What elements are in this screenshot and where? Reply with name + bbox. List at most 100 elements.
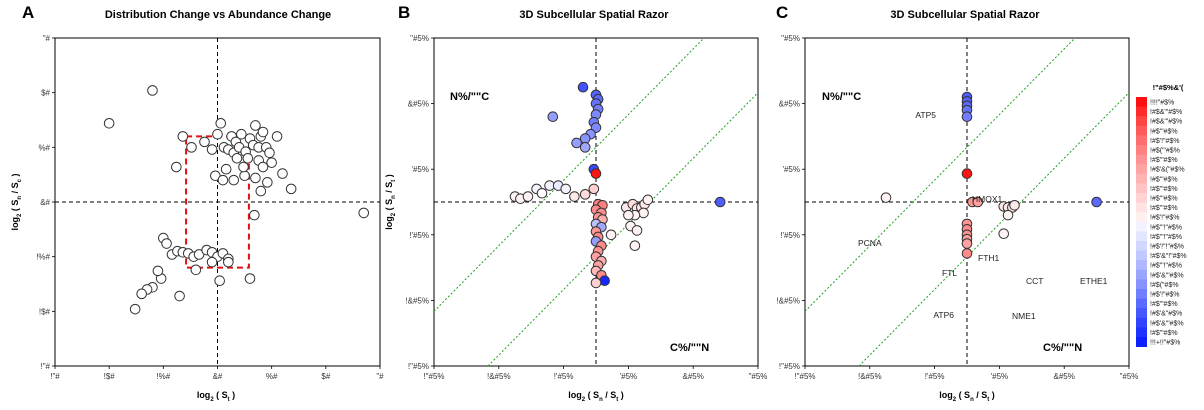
colorbar-label: !#$("#$%	[1150, 282, 1179, 289]
panel-b-point	[631, 225, 643, 236]
panel-a-point	[103, 117, 115, 129]
colorbar-label: !#$'"!"#$%	[1150, 234, 1182, 241]
panel-a-point	[217, 174, 229, 186]
panel-a-title: Distribution Change vs Abundance Change	[105, 9, 331, 21]
panel-b-xtick: '#5%	[620, 372, 638, 381]
panel-c-point	[1091, 196, 1102, 208]
colorbar-label: !#$'&("#$%	[1150, 167, 1185, 174]
panel-c-corner-topleft: N%/""C	[822, 91, 861, 103]
colorbar-swatch	[1136, 241, 1147, 251]
annotation-atp5: ATP5	[915, 110, 936, 120]
panel-b-ytick: !'#5%	[409, 231, 429, 240]
panel-a-point	[171, 161, 182, 173]
colorbar-swatch	[1136, 145, 1147, 155]
colorbar-label: !#$'"!"#$%	[1150, 263, 1182, 270]
panel-a-ylabel: log2 ( Sn / Sc )	[10, 174, 23, 231]
panel-a-point	[228, 174, 240, 186]
panel-a-point	[177, 131, 189, 142]
panel-b-ytick: !"#5%	[408, 362, 429, 371]
panel-a-point	[220, 163, 232, 175]
colorbar-label: !#$'&'"#$%	[1150, 272, 1184, 279]
panel-b-point	[536, 187, 548, 199]
panel-b-xtick: &#5%	[683, 372, 704, 381]
panel-a-point	[255, 185, 267, 197]
panel-b-xtick: !"#5%	[423, 372, 444, 381]
panel-a-point	[214, 275, 225, 287]
colorbar-swatch	[1136, 260, 1147, 271]
annotation-ftl: FTL	[942, 268, 957, 278]
panel-b-label: B	[398, 3, 410, 22]
panel-b-corner-topleft: N%/""C	[450, 91, 489, 103]
panel-c: C 3D Subcellular Spatial Razor !"#5% !&#5…	[776, 3, 1138, 403]
colorbar-label: !#$'!"#$%	[1150, 215, 1180, 222]
colorbar-swatch	[1136, 298, 1147, 309]
panel-c-title: 3D Subcellular Spatial Razor	[890, 9, 1040, 21]
annotation-pcna: PCNA	[858, 238, 882, 248]
colorbar-label: !!!!"#$%	[1150, 100, 1174, 107]
panel-b-point	[579, 142, 591, 153]
panel-a-point	[147, 85, 158, 96]
panel-a-point	[358, 207, 370, 219]
colorbar-label: !#$'&"!"#$%	[1150, 253, 1187, 260]
panel-b-point	[605, 229, 617, 241]
panel-a: A Distribution Change vs Abundance Chang…	[10, 3, 384, 403]
annotation-fth1: FTH1	[978, 253, 1000, 263]
panel-a-point	[249, 209, 260, 221]
panel-a-ytick: !"#	[40, 362, 50, 371]
panel-c-xtick: !"#5%	[794, 372, 815, 381]
colorbar-label: !#$'!"#$%	[1150, 138, 1180, 145]
panel-b-ytick: "#5%	[410, 34, 429, 43]
colorbar-swatch	[1136, 337, 1147, 347]
panel-a-point	[206, 256, 218, 268]
panel-a-point	[257, 161, 269, 173]
panel-b-xlabel: log2 ( Sn / St )	[568, 390, 624, 403]
colorbar-swatch	[1136, 212, 1147, 223]
panel-b-point	[579, 133, 591, 144]
annotation-nme1: NME1	[1012, 311, 1036, 321]
panel-c-xlabel: log2 ( Sn / St )	[939, 390, 995, 403]
panel-b-point	[569, 191, 580, 202]
panel-c-point	[1009, 199, 1020, 211]
panel-a-label: A	[22, 3, 34, 22]
colorbar-label: !#$'&"#$%	[1150, 311, 1182, 318]
colorbar-swatch	[1136, 221, 1147, 232]
annotation-cct: CCT	[1026, 276, 1043, 286]
colorbar-label: !#$('"#$%	[1150, 148, 1180, 155]
panel-b-point	[638, 207, 649, 219]
panel-a-point	[215, 117, 227, 129]
colorbar-label: !#$'"#$%	[1150, 176, 1178, 183]
panel-a-xtick: !$#	[104, 372, 116, 381]
panel-c-point	[972, 196, 984, 208]
panel-b-point	[560, 183, 572, 195]
panel-b-title: 3D Subcellular Spatial Razor	[519, 9, 669, 21]
colorbar-swatch	[1136, 106, 1147, 117]
colorbar-swatch	[1136, 202, 1147, 213]
colorbar-label: !#$'"#$%	[1150, 330, 1178, 337]
panel-c-ytick: !'#5%	[780, 231, 800, 240]
colorbar-swatch	[1136, 116, 1147, 127]
panel-c-point	[961, 111, 973, 123]
colorbar-swatch	[1136, 183, 1147, 194]
colorbar-label: !#$'"#$%	[1150, 205, 1178, 212]
panel-a-xlabel: log2 ( St )	[197, 390, 235, 403]
panel-a-ytick: "#	[43, 34, 51, 43]
panel-c-ytick: "#5%	[781, 34, 800, 43]
panel-a-point	[250, 172, 261, 184]
panel-b-point	[714, 196, 726, 208]
colorbar-swatch	[1136, 250, 1147, 261]
colorbar-swatch	[1136, 154, 1147, 165]
panel-a-point	[262, 177, 273, 188]
colorbar-label: !#$'"#$%	[1150, 157, 1178, 164]
panel-a-point	[199, 136, 210, 148]
panel-c-ytick: &#5%	[779, 100, 800, 109]
panel-a-point	[161, 238, 172, 249]
colorbar-swatch	[1136, 327, 1147, 338]
panel-a-ytick: %#	[38, 143, 50, 152]
colorbar-label: !#$'!"#$%	[1150, 292, 1180, 299]
panel-c-diagonal	[858, 92, 1130, 367]
colorbar-label: !#$'"#$%	[1150, 196, 1178, 203]
annotation-ethe1: ETHE1	[1080, 276, 1108, 286]
panel-c-point	[998, 228, 1010, 240]
panel-a-point	[223, 256, 234, 268]
panel-b-point	[599, 275, 610, 287]
